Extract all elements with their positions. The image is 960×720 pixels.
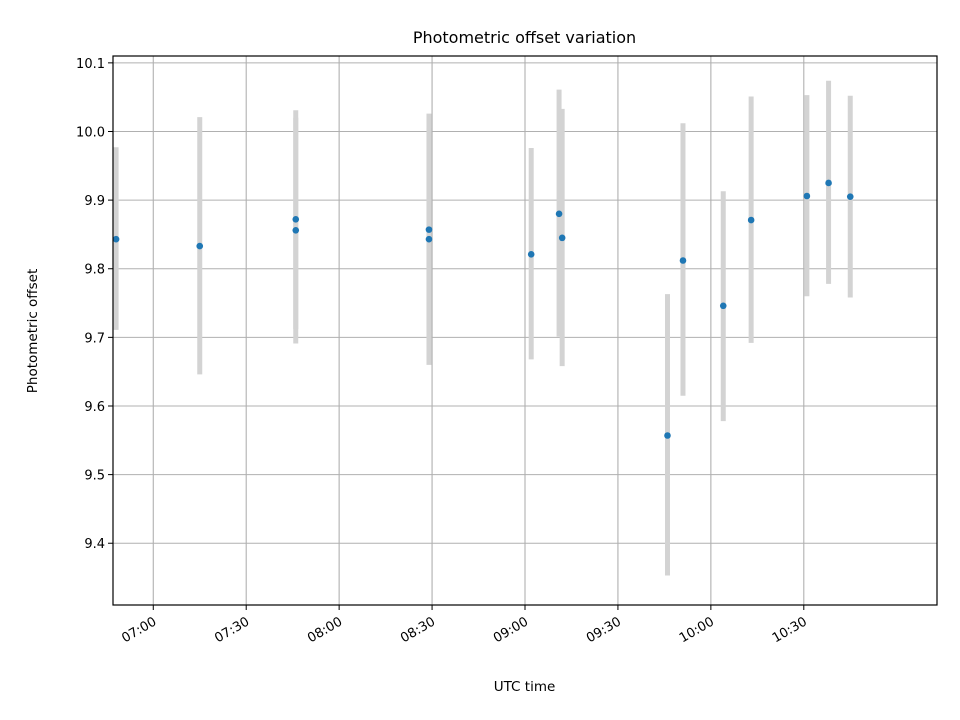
- chart-title: Photometric offset variation: [413, 28, 636, 47]
- y-tick-label: 9.9: [84, 194, 105, 209]
- y-tick-label: 9.5: [84, 469, 105, 484]
- data-point: [555, 210, 563, 218]
- data-point: [425, 226, 433, 233]
- data-point: [664, 432, 671, 439]
- data-point: [112, 235, 120, 243]
- data-point: [679, 257, 687, 264]
- data-point: [425, 235, 433, 243]
- data-point: [803, 192, 811, 200]
- data-point: [719, 302, 727, 310]
- data-point: [558, 234, 566, 242]
- data-point: [292, 216, 300, 223]
- y-tick-label: 10.0: [76, 125, 105, 140]
- y-tick-label: 10.1: [76, 57, 105, 72]
- data-point: [292, 227, 300, 234]
- data-points: [112, 179, 854, 439]
- data-point: [747, 216, 755, 224]
- y-tick-label: 9.7: [84, 331, 105, 346]
- data-point: [196, 242, 204, 250]
- grid: [113, 56, 937, 605]
- y-axis-title: Photometric offset: [25, 269, 41, 393]
- data-point: [846, 193, 854, 200]
- y-tick-label: 9.8: [84, 263, 105, 278]
- y-tick-label: 9.6: [84, 400, 105, 415]
- data-point: [527, 251, 535, 258]
- data-point: [825, 179, 832, 187]
- x-axis-title: UTC time: [494, 679, 556, 695]
- y-tick-label: 9.4: [84, 537, 105, 552]
